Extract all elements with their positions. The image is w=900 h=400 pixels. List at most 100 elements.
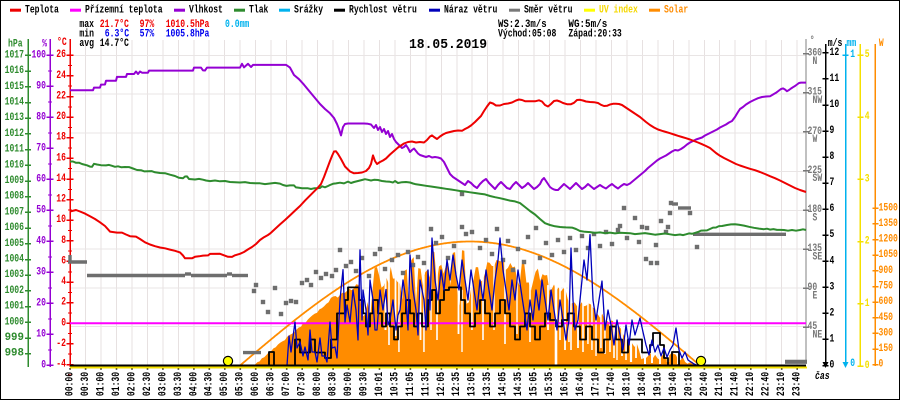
svg-text:10:01: 10:01 <box>374 372 386 397</box>
svg-text:10: 10 <box>56 214 66 226</box>
svg-text:4: 4 <box>830 255 835 267</box>
svg-text:Přízemní teplota: Přízemní teplota <box>85 5 163 17</box>
svg-text:%: % <box>42 39 47 51</box>
svg-text:300: 300 <box>879 327 894 339</box>
svg-text:1001: 1001 <box>5 301 25 313</box>
svg-text:Směr větru: Směr větru <box>524 5 573 17</box>
svg-text:30: 30 <box>36 266 46 278</box>
svg-text:00:00: 00:00 <box>65 372 77 396</box>
svg-text:05:00: 05:00 <box>219 372 231 396</box>
svg-text:10: 10 <box>830 99 840 111</box>
svg-text:600: 600 <box>879 296 894 308</box>
svg-text:0: 0 <box>61 317 66 329</box>
svg-text:90: 90 <box>808 282 818 294</box>
svg-text:6.3°C: 6.3°C <box>105 28 130 40</box>
svg-text:1002: 1002 <box>5 285 24 297</box>
svg-text:Východ:05:08: Východ:05:08 <box>498 28 557 40</box>
svg-text:SW: SW <box>813 173 823 185</box>
svg-text:1050: 1050 <box>879 249 898 261</box>
svg-text:07:00: 07:00 <box>281 372 293 396</box>
svg-text:1010: 1010 <box>5 159 24 171</box>
svg-text:19:40: 19:40 <box>668 372 680 396</box>
svg-text:11: 11 <box>830 73 840 85</box>
svg-text:m/s: m/s <box>828 38 843 50</box>
svg-text:09:30: 09:30 <box>358 372 370 396</box>
svg-text:00:30: 00:30 <box>80 372 92 396</box>
svg-text:0: 0 <box>865 360 870 372</box>
svg-text:UV index: UV index <box>599 5 638 17</box>
svg-text:1: 1 <box>830 333 835 345</box>
svg-text:15:35: 15:35 <box>544 372 556 397</box>
svg-text:2: 2 <box>865 236 870 248</box>
svg-text:12: 12 <box>830 47 840 59</box>
svg-text:14.7°C: 14.7°C <box>100 38 129 50</box>
svg-text:13:35: 13:35 <box>482 372 494 397</box>
svg-text:20: 20 <box>56 111 66 123</box>
svg-text:999: 999 <box>5 332 24 344</box>
svg-text:1000: 1000 <box>5 316 24 328</box>
svg-text:Teplota: Teplota <box>25 5 59 17</box>
svg-text:10:35: 10:35 <box>389 372 401 397</box>
svg-text:90: 90 <box>36 80 46 92</box>
svg-text:09:00: 09:00 <box>343 372 355 396</box>
svg-text:-2: -2 <box>56 338 66 350</box>
svg-text:24: 24 <box>56 70 66 82</box>
svg-text:4: 4 <box>865 111 870 123</box>
svg-text:02:00: 02:00 <box>126 372 138 396</box>
svg-text:15:05: 15:05 <box>529 372 541 397</box>
svg-text:7: 7 <box>830 177 835 189</box>
svg-text:14: 14 <box>56 173 66 185</box>
svg-text:čas: čas <box>815 371 830 383</box>
svg-text:23:10: 23:10 <box>776 372 788 396</box>
svg-text:70: 70 <box>36 142 46 154</box>
svg-text:18:40: 18:40 <box>637 372 649 396</box>
svg-text:WS:2.3m/s: WS:2.3m/s <box>498 19 547 31</box>
svg-text:04:30: 04:30 <box>204 372 216 396</box>
svg-text:1009: 1009 <box>5 175 24 187</box>
svg-text:270: 270 <box>808 126 823 138</box>
svg-text:5: 5 <box>830 229 835 241</box>
svg-text:08:00: 08:00 <box>312 372 324 396</box>
svg-text:03:00: 03:00 <box>157 372 169 396</box>
svg-text:0: 0 <box>879 359 884 371</box>
svg-text:1015: 1015 <box>5 81 25 93</box>
svg-text:3: 3 <box>830 281 835 293</box>
svg-text:1: 1 <box>850 49 855 61</box>
svg-text:0: 0 <box>850 358 855 370</box>
svg-text:11:35: 11:35 <box>420 372 432 397</box>
svg-text:Vlhkost: Vlhkost <box>189 5 223 17</box>
svg-text:2: 2 <box>830 307 835 319</box>
svg-text:22:10: 22:10 <box>745 372 757 396</box>
svg-text:Tlak: Tlak <box>249 5 269 17</box>
svg-text:8: 8 <box>830 151 835 163</box>
svg-text:13:05: 13:05 <box>467 372 479 397</box>
svg-text:1005.8hPa: 1005.8hPa <box>166 28 210 40</box>
svg-text:150: 150 <box>879 343 894 355</box>
svg-text:20: 20 <box>36 297 46 309</box>
svg-text:01:00: 01:00 <box>95 372 107 396</box>
svg-text:WG:5m/s: WG:5m/s <box>568 19 607 31</box>
svg-text:900: 900 <box>879 265 894 277</box>
svg-text:1016: 1016 <box>5 65 24 77</box>
svg-text:6: 6 <box>830 203 835 215</box>
svg-text:23:40: 23:40 <box>792 372 804 396</box>
svg-text:6: 6 <box>61 255 66 267</box>
svg-text:5: 5 <box>865 49 870 61</box>
svg-text:1003: 1003 <box>5 269 25 281</box>
svg-text:1012: 1012 <box>5 128 24 140</box>
svg-text:07:30: 07:30 <box>297 372 309 396</box>
svg-text:S: S <box>813 212 818 224</box>
svg-text:1500: 1500 <box>879 202 898 214</box>
svg-text:360: 360 <box>808 48 823 60</box>
svg-text:450: 450 <box>879 312 894 324</box>
svg-text:17:10: 17:10 <box>591 372 603 396</box>
svg-text:Rychlost větru: Rychlost větru <box>349 5 417 17</box>
svg-text:1014: 1014 <box>5 97 25 109</box>
svg-text:14:05: 14:05 <box>498 372 510 397</box>
svg-text:18.05.2019: 18.05.2019 <box>409 37 487 53</box>
svg-text:Západ:20:33: Západ:20:33 <box>568 28 622 40</box>
svg-text:W: W <box>879 38 884 50</box>
svg-text:8: 8 <box>61 235 66 247</box>
svg-text:21:40: 21:40 <box>730 372 742 396</box>
svg-text:21.7°C: 21.7°C <box>100 19 129 31</box>
